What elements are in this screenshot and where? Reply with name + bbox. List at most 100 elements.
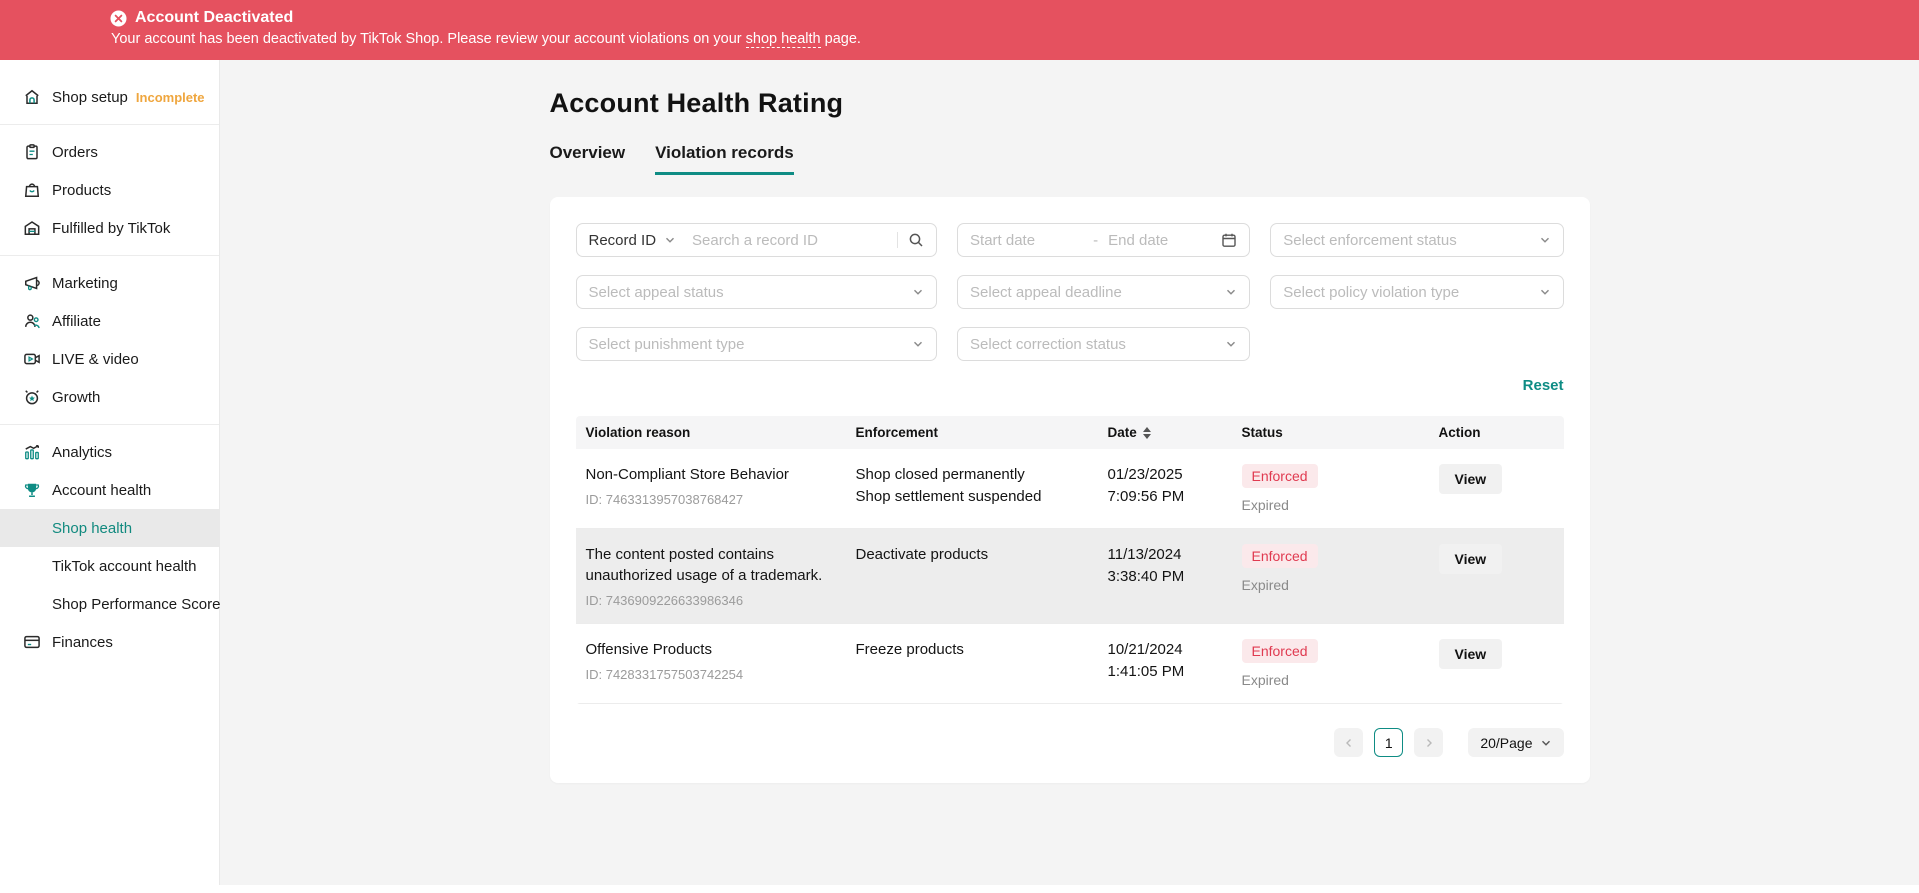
sidebar-item-fulfilled-by-tiktok[interactable]: Fulfilled by TikTok bbox=[0, 209, 219, 247]
bottom-strip bbox=[0, 885, 1919, 893]
punishment-type-select[interactable]: Select punishment type bbox=[575, 327, 938, 361]
view-button[interactable]: View bbox=[1438, 464, 1503, 494]
finances-icon bbox=[21, 632, 42, 653]
chevron-down-icon bbox=[1539, 286, 1551, 298]
enforcement-status-placeholder: Select enforcement status bbox=[1283, 231, 1457, 249]
record-id: ID: 7463313957038768427 bbox=[585, 492, 744, 507]
affiliate-icon bbox=[21, 311, 42, 332]
sidebar-item-label: Shop health bbox=[52, 519, 133, 537]
sidebar-item-orders[interactable]: Orders bbox=[0, 133, 219, 171]
input-separator bbox=[897, 232, 899, 248]
sidebar-item-label: LIVE & video bbox=[52, 350, 139, 368]
record-id-type-label[interactable]: Record ID bbox=[588, 231, 657, 249]
sort-asc-icon[interactable] bbox=[1142, 426, 1151, 432]
sidebar-item-shop-performance-score[interactable]: Shop Performance Score bbox=[0, 585, 220, 623]
column-header-enforcement: Enforcement bbox=[855, 425, 939, 440]
shop-setup-icon bbox=[21, 87, 42, 108]
sidebar-item-label: Marketing bbox=[52, 274, 118, 292]
error-circle-icon bbox=[110, 10, 127, 27]
policy-violation-type-select[interactable]: Select policy violation type bbox=[1270, 275, 1564, 309]
page-size-select[interactable]: 20/Page bbox=[1468, 728, 1564, 757]
enforcement-line: Shop settlement suspended bbox=[855, 488, 1042, 505]
violation-time: 1:41:05 PM bbox=[1107, 663, 1185, 680]
table-row: The content posted contains unauthorized… bbox=[575, 529, 1564, 624]
policy-violation-type-placeholder: Select policy violation type bbox=[1283, 283, 1460, 301]
chevron-down-icon bbox=[912, 338, 924, 350]
sidebar-item-marketing[interactable]: Marketing bbox=[0, 264, 219, 302]
view-button[interactable]: View bbox=[1438, 639, 1503, 669]
column-header-date[interactable]: Date bbox=[1098, 416, 1232, 449]
sidebar-item-products[interactable]: Products bbox=[0, 171, 219, 209]
enforcement-line: Freeze products bbox=[855, 641, 964, 658]
date-range-picker[interactable]: Start date - End date bbox=[957, 223, 1251, 257]
sidebar-item-live-video[interactable]: LIVE & video bbox=[0, 340, 219, 378]
sidebar-item-finances[interactable]: Finances bbox=[0, 623, 219, 661]
previous-page-button[interactable] bbox=[1334, 728, 1364, 757]
record-id-search[interactable]: Record ID bbox=[575, 223, 938, 257]
violation-time: 3:38:40 PM bbox=[1107, 568, 1185, 585]
enforcement-status-select[interactable]: Select enforcement status bbox=[1270, 223, 1564, 257]
table-header-row: Violation reason Enforcement Date Status… bbox=[575, 416, 1564, 449]
tab-violation-records[interactable]: Violation records bbox=[655, 143, 794, 175]
analytics-icon bbox=[21, 442, 42, 463]
appeal-status-select[interactable]: Select appeal status bbox=[575, 275, 938, 309]
incomplete-badge: Incomplete bbox=[135, 89, 205, 105]
sidebar-item-analytics[interactable]: Analytics bbox=[0, 433, 219, 471]
sidebar-divider bbox=[0, 124, 219, 125]
record-id-input[interactable] bbox=[692, 231, 892, 249]
sidebar-item-shop-health[interactable]: Shop health bbox=[0, 509, 219, 547]
enforcement-line: Shop closed permanently bbox=[855, 466, 1025, 483]
sidebar-item-label: Growth bbox=[52, 388, 101, 406]
sidebar-item-label: Shop setup bbox=[52, 88, 128, 106]
date-sort-icon[interactable] bbox=[1142, 426, 1151, 439]
violation-date: 10/21/2024 bbox=[1107, 641, 1183, 658]
view-button[interactable]: View bbox=[1438, 544, 1503, 574]
live-video-icon bbox=[21, 349, 42, 370]
sidebar-item-label: Fulfilled by TikTok bbox=[52, 219, 171, 237]
search-icon[interactable] bbox=[908, 232, 924, 248]
sidebar-divider bbox=[0, 255, 219, 256]
calendar-icon[interactable] bbox=[1221, 232, 1237, 248]
shop-health-link[interactable]: shop health bbox=[745, 31, 821, 48]
sort-desc-icon[interactable] bbox=[1142, 433, 1151, 439]
appeal-deadline-select[interactable]: Select appeal deadline bbox=[957, 275, 1251, 309]
pagination: 1 20/Page bbox=[576, 728, 1564, 757]
sidebar-item-label: Orders bbox=[52, 143, 98, 161]
sidebar-item-label: Affiliate bbox=[52, 312, 101, 330]
sidebar-item-shop-setup[interactable]: Shop setup Incomplete bbox=[0, 78, 219, 116]
appeal-deadline-placeholder: Select appeal deadline bbox=[970, 283, 1122, 301]
sidebar-item-growth[interactable]: Growth bbox=[0, 378, 219, 416]
violation-reason: Offensive Products bbox=[585, 641, 712, 658]
reset-filters-link[interactable]: Reset bbox=[1522, 377, 1564, 394]
status-badge: Enforced bbox=[1241, 544, 1318, 568]
violation-time: 7:09:56 PM bbox=[1107, 488, 1185, 505]
page-title: Account Health Rating bbox=[549, 88, 844, 118]
banner-message-before: Your account has been deactivated by Tik… bbox=[111, 31, 746, 47]
punishment-type-placeholder: Select punishment type bbox=[588, 335, 745, 353]
sidebar-item-label: TikTok account health bbox=[52, 557, 197, 575]
sidebar-item-affiliate[interactable]: Affiliate bbox=[0, 302, 219, 340]
banner-message: Your account has been deactivated by Tik… bbox=[110, 31, 1919, 48]
violation-records-table: Violation reason Enforcement Date Status… bbox=[575, 416, 1564, 704]
end-date-placeholder[interactable]: End date bbox=[1108, 231, 1169, 249]
chevron-down-icon bbox=[664, 234, 676, 246]
sidebar-item-tiktok-account-health[interactable]: TikTok account health bbox=[0, 547, 219, 585]
page-size-label: 20/Page bbox=[1480, 734, 1533, 751]
chevron-down-icon bbox=[1539, 234, 1551, 246]
correction-status-select[interactable]: Select correction status bbox=[957, 327, 1251, 361]
next-page-button[interactable] bbox=[1414, 728, 1444, 757]
violation-records-panel: Record ID Start date - End date Select e… bbox=[549, 197, 1590, 783]
tab-overview[interactable]: Overview bbox=[549, 143, 626, 162]
filter-bar: Record ID Start date - End date Select e… bbox=[575, 223, 1564, 361]
date-range-separator: - bbox=[1093, 231, 1099, 249]
sidebar: Shop setup Incomplete Orders Products Fu… bbox=[0, 60, 220, 893]
sidebar-item-account-health[interactable]: Account health bbox=[0, 471, 219, 509]
correction-status-placeholder: Select correction status bbox=[970, 335, 1126, 353]
table-row: Offensive Products ID: 74283317575037422… bbox=[575, 624, 1564, 704]
current-page[interactable]: 1 bbox=[1374, 728, 1404, 757]
enforcement-line: Deactivate products bbox=[855, 546, 989, 563]
chevron-down-icon bbox=[1225, 338, 1237, 350]
sidebar-item-label: Analytics bbox=[52, 443, 113, 461]
start-date-placeholder[interactable]: Start date bbox=[970, 231, 1036, 249]
appeal-status-placeholder: Select appeal status bbox=[588, 283, 724, 301]
